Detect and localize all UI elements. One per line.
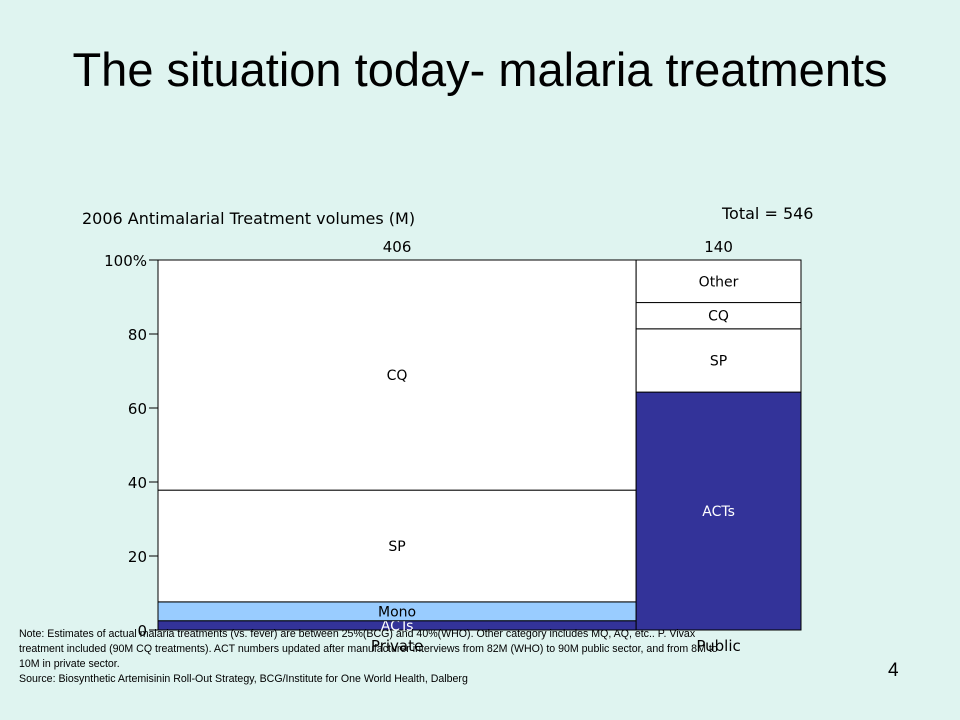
x-tick-label: Public: [696, 637, 740, 655]
bar-segment: [635, 391, 802, 631]
segment-label: ACTs: [702, 504, 735, 520]
bar-segment: [635, 259, 802, 304]
chart-title: 2006 Antimalarial Treatment volumes (M): [82, 209, 415, 228]
slide-title: The situation today- malaria treatments: [72, 43, 888, 96]
y-tick-label: 100%: [104, 252, 147, 270]
bar-segment: [635, 328, 802, 393]
footnote: Note: Estimates of actual malaria treatm…: [19, 627, 924, 687]
footnote-line: 10M in private sector.: [19, 658, 120, 670]
segment-label: CQ: [387, 368, 408, 384]
segment-label: ACTs: [381, 618, 414, 634]
footnote-line: Note: Estimates of actual malaria treatm…: [19, 628, 696, 640]
y-tick-label: 20: [128, 548, 147, 566]
column-width-label: 140: [704, 238, 733, 256]
segment-label: Other: [699, 274, 739, 290]
y-tick-label: 60: [128, 400, 147, 418]
y-tick-label: 0: [137, 622, 147, 640]
y-tick-label: 80: [128, 326, 147, 344]
segment-label: Mono: [378, 604, 416, 620]
x-tick-label: Private: [371, 637, 423, 655]
bar-segment: [635, 302, 802, 330]
column-width-label: 406: [383, 238, 412, 256]
segment-label: CQ: [708, 309, 729, 325]
segment-label: SP: [710, 353, 727, 369]
y-tick-label: 40: [128, 474, 147, 492]
page-number: 4: [888, 660, 899, 681]
total-label: Total = 546: [721, 204, 813, 223]
footnote-line: treatment included (90M CQ treatments). …: [19, 643, 718, 655]
segment-label: SP: [388, 539, 405, 555]
bar-segment: [157, 259, 637, 491]
source-line: Source: Biosynthetic Artemisinin Roll-Ou…: [19, 673, 468, 685]
